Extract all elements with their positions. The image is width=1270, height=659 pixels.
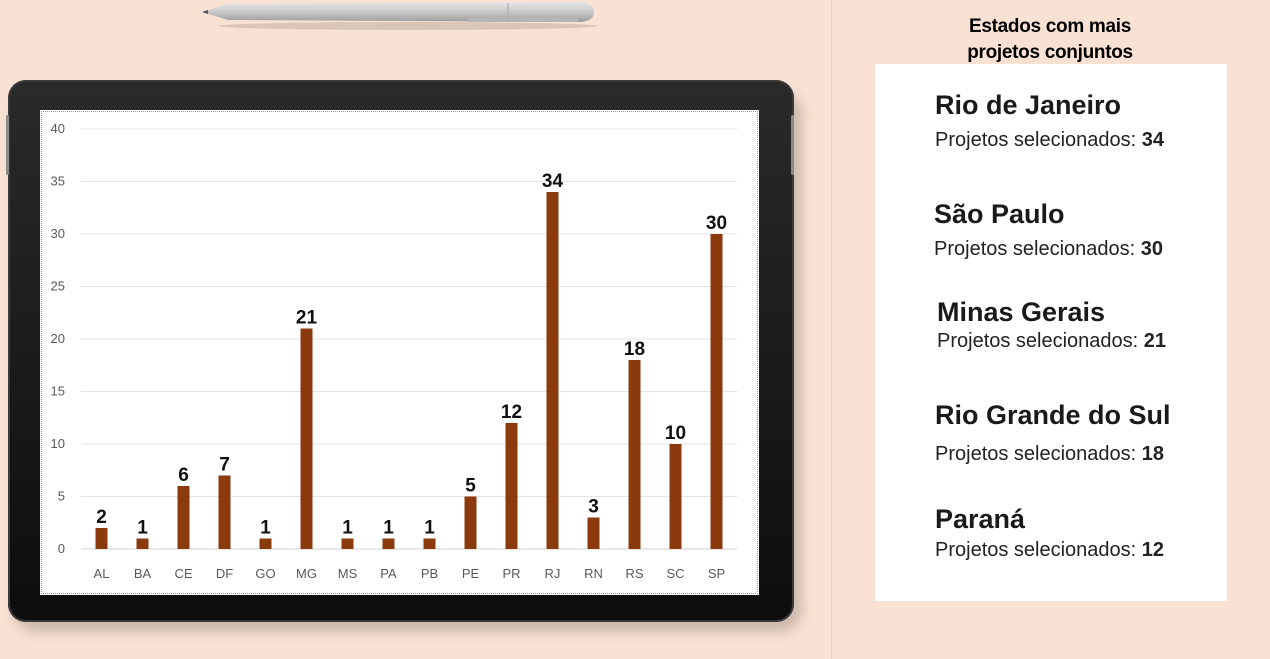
data-label: 10 <box>665 423 686 444</box>
data-label: 1 <box>137 518 148 539</box>
state-item: Minas Gerais Projetos selecionados: 21 <box>937 297 1166 353</box>
data-label: 5 <box>465 476 476 497</box>
state-item: Rio de Janeiro Projetos selecionados: 34 <box>935 90 1164 152</box>
bar <box>218 475 231 549</box>
state-detail: Projetos selecionados: 21 <box>937 330 1166 353</box>
data-label: 30 <box>706 213 727 234</box>
bar <box>710 234 723 549</box>
state-label: Projetos selecionados: <box>935 443 1137 465</box>
y-tick-label: 0 <box>58 541 65 556</box>
bar <box>136 538 149 549</box>
state-item: Paraná Projetos selecionados: 12 <box>935 504 1164 562</box>
y-tick-label: 10 <box>51 436 65 451</box>
state-label: Projetos selecionados: <box>935 539 1137 561</box>
y-tick-label: 25 <box>51 279 65 294</box>
x-tick-label: GO <box>255 566 275 581</box>
sensor-icon <box>447 93 452 98</box>
y-tick-label: 35 <box>51 174 65 189</box>
x-tick-label: SP <box>708 566 725 581</box>
data-label: 34 <box>542 171 564 192</box>
data-label: 12 <box>501 402 522 423</box>
state-label: Projetos selecionados: <box>934 238 1136 260</box>
bar <box>341 538 354 549</box>
x-tick-label: RJ <box>545 566 561 581</box>
state-item: Rio Grande do Sul Projetos selecionados:… <box>935 400 1171 466</box>
state-name: Paraná <box>935 504 1026 534</box>
state-value: 18 <box>1141 443 1165 465</box>
state-label: Projetos selecionados: <box>935 129 1137 151</box>
x-tick-label: PA <box>380 566 397 581</box>
data-label: 7 <box>219 455 230 476</box>
state-value: 21 <box>1143 330 1167 352</box>
x-tick-label: RS <box>625 566 643 581</box>
bar <box>300 328 313 549</box>
x-tick-label: SC <box>666 566 684 581</box>
state-name: Minas Gerais <box>937 297 1106 327</box>
panel-title-line1: Estados com mais <box>968 16 1132 37</box>
data-label: 3 <box>588 497 599 518</box>
bar <box>546 192 559 549</box>
panel-title: Estados com mais projetos conjuntos <box>930 14 1170 66</box>
bar <box>587 517 600 549</box>
bar-chart: 0510152025303540AL2BA1CE6DF7GO1MG21MS1PA… <box>51 121 737 581</box>
state-name: Rio de Janeiro <box>935 90 1122 120</box>
panel-title-line2: projetos conjuntos <box>967 42 1133 63</box>
data-label: 18 <box>624 339 645 360</box>
stylus-pen-icon <box>202 2 598 30</box>
x-tick-label: PE <box>462 566 480 581</box>
x-tick-label: DF <box>216 566 233 581</box>
state-value: 30 <box>1140 238 1164 260</box>
data-label: 2 <box>96 507 107 528</box>
x-tick-label: MG <box>296 566 317 581</box>
state-name: São Paulo <box>934 199 1065 229</box>
bar <box>423 538 436 549</box>
bar <box>259 538 272 549</box>
x-tick-label: RN <box>584 566 603 581</box>
tablet-side-button <box>6 115 9 175</box>
bar <box>177 486 190 549</box>
tablet-side-button <box>791 115 794 175</box>
data-label: 1 <box>260 518 271 539</box>
panel-divider <box>831 0 832 659</box>
state-detail: Projetos selecionados: 18 <box>935 443 1171 466</box>
data-label: 1 <box>424 518 435 539</box>
data-label: 1 <box>383 518 394 539</box>
y-tick-label: 30 <box>51 226 65 241</box>
bar <box>505 423 518 549</box>
bar <box>382 538 395 549</box>
state-detail: Projetos selecionados: 30 <box>934 238 1163 261</box>
bar <box>464 496 477 549</box>
y-tick-label: 5 <box>58 489 65 504</box>
bar <box>669 444 682 549</box>
state-value: 12 <box>1141 539 1165 561</box>
state-label: Projetos selecionados: <box>937 330 1139 352</box>
x-tick-label: PB <box>421 566 438 581</box>
x-tick-label: PR <box>502 566 520 581</box>
ranking-card: Rio de Janeiro Projetos selecionados: 34… <box>875 64 1227 601</box>
state-name: Rio Grande do Sul <box>935 400 1171 430</box>
bar <box>95 528 108 549</box>
chart-screen: 0 5 10 15 20 25 30 35 40 AL 2 BA 1 CE 6 DF 7 GO 1 MG 21 MS 1 PA… <box>40 110 759 595</box>
x-tick-label: MS <box>338 566 358 581</box>
x-tick-label: CE <box>174 566 192 581</box>
state-value: 34 <box>1141 129 1165 151</box>
state-detail: Projetos selecionados: 34 <box>935 129 1164 152</box>
y-tick-label: 40 <box>51 121 65 136</box>
data-label: 6 <box>178 465 189 486</box>
state-detail: Projetos selecionados: 12 <box>935 539 1164 562</box>
data-label: 1 <box>342 518 353 539</box>
y-tick-label: 20 <box>51 331 65 346</box>
state-item: São Paulo Projetos selecionados: 30 <box>934 199 1163 261</box>
x-tick-label: BA <box>134 566 152 581</box>
bar <box>628 360 641 549</box>
x-tick-label: AL <box>94 566 110 581</box>
camera-icon <box>366 93 371 98</box>
data-label: 21 <box>296 308 318 329</box>
y-tick-label: 15 <box>51 384 65 399</box>
